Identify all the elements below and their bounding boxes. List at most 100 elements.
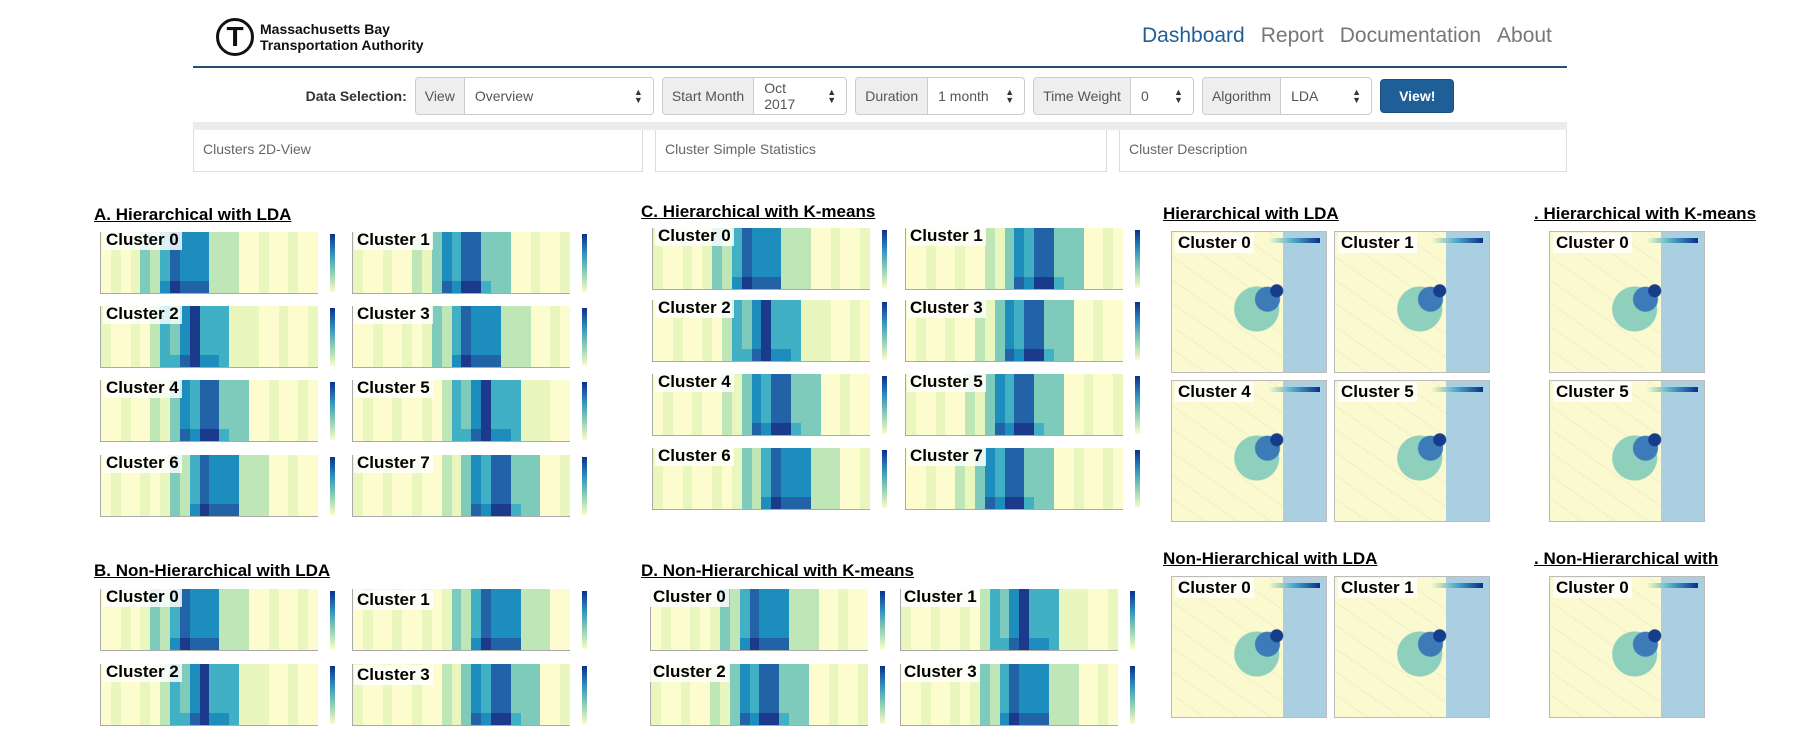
cluster-label: Cluster 5 [354,378,433,398]
colorbar [882,450,887,508]
cluster-label: Cluster 3 [354,304,433,324]
panel-clusters-2d-view[interactable]: Clusters 2D-View [193,130,643,172]
cluster-label: Cluster 3 [907,298,986,318]
select-arrows-icon: ▲ ▼ [1352,87,1362,105]
cluster-map [1171,231,1327,373]
cluster-label: Cluster 1 [1338,578,1417,598]
cluster-map [1334,576,1490,718]
select-arrows-icon: ▲ ▼ [633,87,643,105]
start-month-addon: Start Month [661,77,754,115]
colorbar [582,308,587,366]
section-map-hier-kmeans-title: . Hierarchical with K-means [1534,204,1757,223]
cluster-label: Cluster 0 [1553,578,1632,598]
colorbar [1135,376,1140,434]
cluster-label: Cluster 0 [103,587,182,607]
start-month-group: Start Month Oct 2017 ▲ ▼ [661,77,848,115]
cluster-label: Cluster 2 [103,662,182,682]
brand-name: Massachusetts Bay Transportation Authori… [260,21,424,53]
colorbar [582,234,587,292]
duration-value: 1 month [938,88,989,104]
algorithm-select[interactable]: LDA ▲ ▼ [1280,77,1373,115]
cluster-map [1549,231,1705,373]
view-button[interactable]: View! [1380,79,1455,113]
colorbar [882,302,887,360]
start-month-select[interactable]: Oct 2017 ▲ ▼ [753,77,848,115]
algorithm-group: Algorithm LDA ▲ ▼ [1201,77,1373,115]
time-weight-value: 0 [1140,88,1149,104]
colorbar [1135,450,1140,508]
select-arrows-icon: ▲ ▼ [1174,87,1183,105]
cluster-map [1549,576,1705,718]
cluster-label: Cluster 5 [1338,382,1417,402]
colorbar [330,308,335,366]
cluster-map [1334,380,1490,522]
view-select-value: Overview [474,88,534,104]
colorbar [582,591,587,649]
duration-group: Duration 1 month ▲ ▼ [855,77,1026,115]
colorbar [882,230,887,288]
brand-line-1: Massachusetts Bay [260,21,390,37]
colorbar [1135,302,1140,360]
colorbar [582,457,587,515]
cluster-label: Cluster 5 [1553,382,1632,402]
cluster-label: Cluster 1 [907,226,986,246]
cluster-heatmap [352,306,570,368]
section-map-hier-lda-title: Hierarchical with LDA [1163,204,1339,223]
cluster-label: Cluster 1 [1338,233,1417,253]
algorithm-addon: Algorithm [1201,77,1281,115]
mbta-brand[interactable]: T Massachusetts Bay Transportation Autho… [216,18,424,56]
colorbar [880,591,885,649]
nav-documentation[interactable]: Documentation [1339,24,1482,47]
panel-cluster-description[interactable]: Cluster Description [1119,130,1567,172]
duration-select[interactable]: 1 month ▲ ▼ [927,77,1026,115]
select-arrows-icon: ▲ ▼ [827,87,837,105]
time-weight-select[interactable]: 0 ▲ ▼ [1129,77,1194,115]
cluster-label: Cluster 0 [650,587,729,607]
data-selection-bar: Data Selection: View Overview ▲ ▼ Start M… [193,76,1567,116]
colorbar [330,234,335,292]
cluster-label: Cluster 2 [655,298,734,318]
cluster-map [1549,380,1705,522]
colorbar [330,382,335,440]
nav-report[interactable]: Report [1260,24,1324,47]
colorbar [582,382,587,440]
cluster-heatmap [650,664,868,726]
cluster-label: Cluster 0 [655,226,734,246]
cluster-map [1334,231,1490,373]
cluster-label: Cluster 3 [354,665,433,685]
cluster-heatmap [652,228,870,290]
main-nav: Dashboard Report Documentation About [1142,24,1568,48]
cluster-label: Cluster 7 [907,446,986,466]
select-arrows-icon: ▲ ▼ [1005,87,1015,105]
nav-about[interactable]: About [1497,24,1552,47]
panel-cluster-simple-statistics[interactable]: Cluster Simple Statistics [655,130,1107,172]
colorbar [1130,666,1135,724]
section-b-title: B. Non-Hierarchical with LDA [94,561,331,580]
section-map-nonhier-kmeans-title: . Non-Hierarchical with [1534,549,1719,568]
cluster-label: Cluster 6 [103,453,182,473]
start-month-value: Oct 2017 [764,80,796,112]
panel-header-strip [193,122,1567,130]
cluster-label: Cluster 1 [354,230,433,250]
colorbar [582,666,587,724]
cluster-map [1171,380,1327,522]
cluster-label: Cluster 0 [1553,233,1632,253]
colorbar [1130,591,1135,649]
time-weight-addon: Time Weight [1033,77,1130,115]
cluster-label: Cluster 0 [1175,233,1254,253]
colorbar [330,591,335,649]
colorbar [1135,230,1140,288]
cluster-label: Cluster 0 [103,230,182,250]
cluster-heatmap [100,455,318,517]
cluster-label: Cluster 1 [354,590,433,610]
view-group: View Overview ▲ ▼ [414,77,654,115]
cluster-heatmap [900,589,1118,651]
duration-addon: Duration [855,77,928,115]
section-d-title: D. Non-Hierarchical with K-means [641,561,915,580]
view-select[interactable]: Overview ▲ ▼ [463,77,654,115]
cluster-label: Cluster 2 [650,662,729,682]
nav-dashboard[interactable]: Dashboard [1142,24,1245,47]
header-divider [193,66,1567,68]
time-weight-group: Time Weight 0 ▲ ▼ [1033,77,1194,115]
